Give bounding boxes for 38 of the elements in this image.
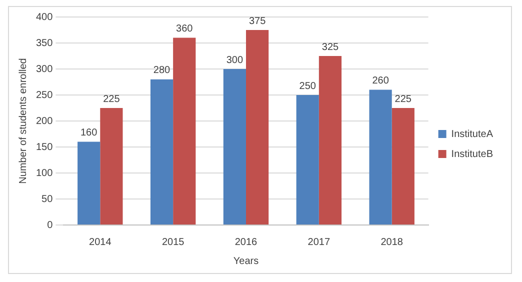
y-axis-title: Number of students enrolled bbox=[18, 58, 29, 184]
x-tick-label: 2014 bbox=[89, 236, 112, 248]
data-label: 260 bbox=[372, 76, 390, 87]
data-label: 250 bbox=[299, 80, 316, 92]
y-tick-label: 100 bbox=[36, 168, 54, 179]
data-label: 360 bbox=[176, 24, 194, 35]
data-label: 375 bbox=[248, 16, 266, 27]
bar bbox=[223, 69, 246, 224]
x-tick-label: 2017 bbox=[308, 236, 330, 248]
x-tick-label: 2015 bbox=[162, 236, 185, 248]
bar bbox=[246, 30, 269, 224]
y-tick-label: 150 bbox=[36, 142, 54, 153]
y-tick-label: 200 bbox=[36, 116, 54, 127]
x-axis-title: Years bbox=[233, 256, 259, 267]
y-tick-label: 300 bbox=[36, 64, 54, 75]
x-tick-label: 2016 bbox=[234, 236, 258, 248]
bar bbox=[78, 142, 100, 224]
data-label: 225 bbox=[103, 94, 120, 105]
bar bbox=[173, 38, 196, 224]
y-tick-label: 400 bbox=[36, 12, 54, 23]
bar bbox=[296, 95, 319, 224]
data-label: 225 bbox=[394, 94, 412, 105]
bar bbox=[318, 56, 342, 224]
bar bbox=[369, 90, 392, 224]
legend-label: InstituteB bbox=[451, 148, 494, 160]
bar bbox=[392, 108, 414, 224]
y-tick-label: 250 bbox=[36, 90, 54, 101]
y-tick-label: 50 bbox=[42, 194, 54, 205]
data-label: 300 bbox=[226, 54, 244, 66]
bar bbox=[150, 79, 174, 224]
data-label: 160 bbox=[80, 128, 98, 139]
bar bbox=[100, 108, 123, 224]
data-label: 280 bbox=[153, 65, 171, 76]
x-tick-label: 2018 bbox=[380, 236, 404, 248]
data-label: 325 bbox=[322, 42, 340, 53]
legend-label: InstituteA bbox=[451, 128, 494, 140]
y-tick-label: 350 bbox=[36, 38, 54, 49]
y-tick-label: 0 bbox=[47, 220, 54, 231]
